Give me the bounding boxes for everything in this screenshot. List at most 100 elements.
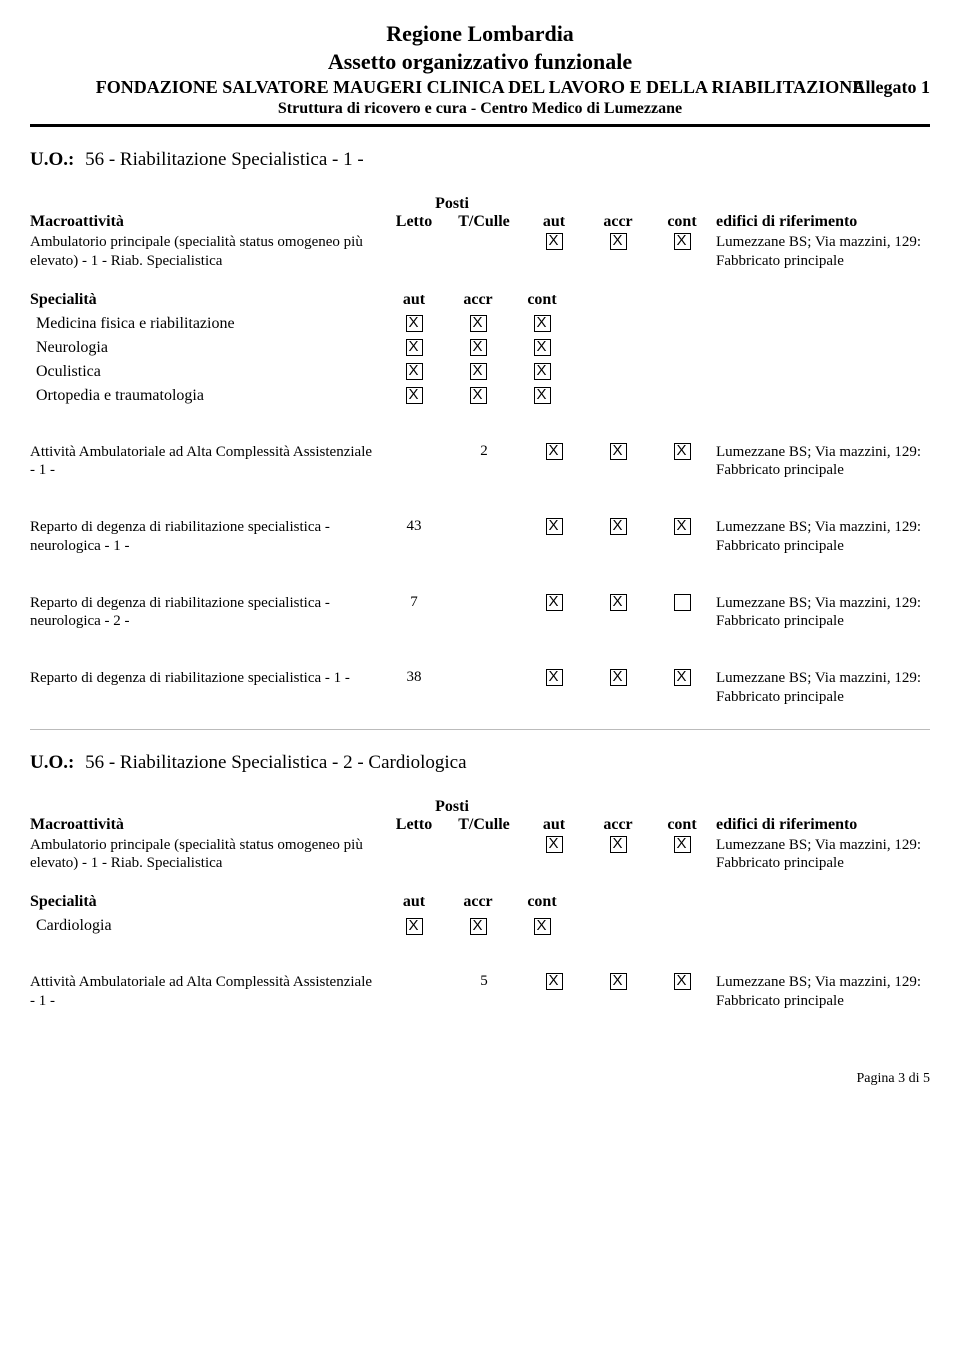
activity-row: Reparto di degenza di riabilitazione spe…: [30, 594, 930, 632]
col-specialita: Specialità: [30, 893, 380, 911]
col-edifici: edifici di riferimento: [716, 816, 930, 834]
uo-prefix: U.O.:: [30, 752, 74, 773]
specialita-aut-cell: [384, 315, 444, 333]
activity-edificio: Lumezzane BS; Via mazzini, 129: Fabbrica…: [716, 443, 930, 481]
activity-aut-cell: [524, 669, 584, 686]
col-specialita: Specialità: [30, 291, 380, 309]
checkbox-icon: [674, 973, 691, 990]
col-cont: cont: [512, 291, 572, 309]
col-accr: accr: [448, 291, 508, 309]
specialita-name: Cardiologia: [30, 917, 380, 935]
specialita-cont-cell: [512, 363, 572, 381]
specialita-block: Specialità aut accr cont Medicina fisica…: [30, 291, 930, 405]
activity-accr-cell: [588, 443, 648, 460]
macro-accr-cell: [588, 233, 648, 250]
activity-letto: 38: [384, 669, 444, 686]
activity-accr-cell: [588, 518, 648, 535]
checkbox-icon: [406, 387, 423, 404]
uo-heading: U.O.: 56 - Riabilitazione Specialistica …: [30, 149, 930, 171]
col-accr: accr: [448, 893, 508, 911]
col-posti: Posti: [384, 798, 520, 816]
specialita-accr-cell: [448, 387, 508, 405]
allegato-label: Allegato 1: [853, 77, 930, 98]
macro-edificio: Lumezzane BS; Via mazzini, 129: Fabbrica…: [716, 836, 930, 874]
specialita-row: Oculistica: [30, 363, 930, 381]
col-letto: Letto: [384, 816, 444, 834]
uo-title: 56 - Riabilitazione Specialistica - 2 - …: [85, 752, 466, 773]
activity-aut-cell: [524, 518, 584, 535]
specialita-name: Neurologia: [30, 339, 380, 357]
checkbox-icon: [470, 339, 487, 356]
macro-row: Ambulatorio principale (specialità statu…: [30, 836, 930, 874]
specialita-accr-cell: [448, 363, 508, 381]
specialita-name: Ortopedia e traumatologia: [30, 387, 380, 405]
checkbox-icon: [546, 669, 563, 686]
specialita-accr-cell: [448, 339, 508, 357]
col-letto: Letto: [384, 213, 444, 231]
specialita-cont-cell: [512, 339, 572, 357]
col-macro: Macroattività: [30, 816, 380, 834]
section-divider: [30, 729, 930, 730]
activity-letto: 7: [384, 594, 444, 611]
checkbox-icon: [534, 339, 551, 356]
checkbox-icon: [546, 836, 563, 853]
macro-aut-cell: [524, 836, 584, 853]
specialita-row: Neurologia: [30, 339, 930, 357]
checkbox-icon: [534, 363, 551, 380]
macro-desc: Ambulatorio principale (specialità statu…: [30, 836, 380, 874]
specialita-name: Oculistica: [30, 363, 380, 381]
col-cont: cont: [512, 893, 572, 911]
uo-title: 56 - Riabilitazione Specialistica - 1 -: [85, 149, 364, 170]
col-accr: accr: [588, 213, 648, 231]
checkbox-icon: [406, 363, 423, 380]
activity-edificio: Lumezzane BS; Via mazzini, 129: Fabbrica…: [716, 518, 930, 556]
macro-accr-cell: [588, 836, 648, 853]
activity-accr-cell: [588, 594, 648, 611]
col-aut: aut: [524, 816, 584, 834]
uo-heading: U.O.: 56 - Riabilitazione Specialistica …: [30, 752, 930, 774]
activity-edificio: Lumezzane BS; Via mazzini, 129: Fabbrica…: [716, 594, 930, 632]
macro-header: Macroattività Posti Letto T/Culle aut ac…: [30, 798, 930, 834]
page-number: Pagina 3 di 5: [857, 1071, 931, 1087]
uo-prefix: U.O.:: [30, 149, 74, 170]
specialita-header: Specialità aut accr cont: [30, 893, 930, 911]
subtitle: Assetto organizzativo funzionale: [30, 48, 930, 76]
activity-desc: Reparto di degenza di riabilitazione spe…: [30, 594, 380, 632]
macro-header: Macroattività Posti Letto T/Culle aut ac…: [30, 195, 930, 231]
struttura-name: Struttura di ricovero e cura - Centro Me…: [30, 100, 930, 118]
col-aut: aut: [384, 893, 444, 911]
macro-block: Macroattività Posti Letto T/Culle aut ac…: [30, 195, 930, 271]
checkbox-icon: [470, 387, 487, 404]
checkbox-icon: [674, 443, 691, 460]
col-accr: accr: [588, 816, 648, 834]
specialita-row: Cardiologia: [30, 917, 930, 935]
col-tculle: T/Culle: [448, 213, 520, 231]
macro-block: Macroattività Posti Letto T/Culle aut ac…: [30, 798, 930, 874]
page-footer: Pagina 3 di 5: [30, 1071, 930, 1095]
col-posti: Posti: [384, 195, 520, 213]
specialita-aut-cell: [384, 339, 444, 357]
col-cont: cont: [652, 213, 712, 231]
specialita-cont-cell: [512, 387, 572, 405]
specialita-accr-cell: [448, 315, 508, 333]
specialita-cont-cell: [512, 315, 572, 333]
macro-row: Ambulatorio principale (specialità statu…: [30, 233, 930, 271]
checkbox-icon: [534, 387, 551, 404]
specialita-accr-cell: [448, 917, 508, 935]
checkbox-icon: [674, 233, 691, 250]
activity-cont-cell: [652, 669, 712, 686]
activity-edificio: Lumezzane BS; Via mazzini, 129: Fabbrica…: [716, 973, 930, 1011]
activity-desc: Reparto di degenza di riabilitazione spe…: [30, 518, 380, 556]
checkbox-icon: [470, 315, 487, 332]
checkbox-icon: [610, 836, 627, 853]
checkbox-icon: [610, 669, 627, 686]
activity-aut-cell: [524, 594, 584, 611]
checkbox-icon: [610, 518, 627, 535]
activity-row: Reparto di degenza di riabilitazione spe…: [30, 518, 930, 556]
activity-row: Reparto di degenza di riabilitazione spe…: [30, 669, 930, 707]
specialita-cont-cell: [512, 917, 572, 935]
checkbox-icon: [610, 594, 627, 611]
header-rule: [30, 124, 930, 127]
activity-aut-cell: [524, 973, 584, 990]
specialita-aut-cell: [384, 917, 444, 935]
